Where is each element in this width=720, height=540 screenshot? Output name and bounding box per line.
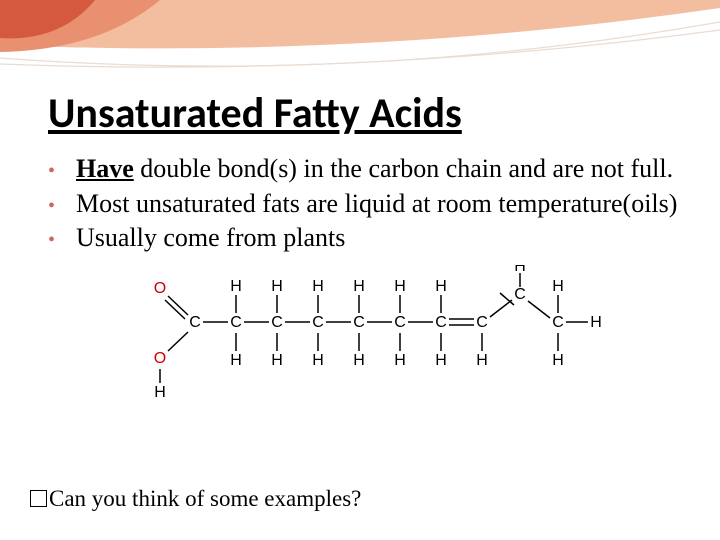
svg-text:H: H — [590, 314, 602, 331]
slide-title: Unsaturated Fatty Acids — [48, 88, 690, 139]
svg-text:H: H — [271, 278, 283, 295]
slide-content: Unsaturated Fatty Acids • Have double bo… — [48, 88, 690, 405]
svg-text:C: C — [230, 314, 242, 331]
band-1 — [0, 0, 720, 48]
svg-text:C: C — [353, 314, 365, 331]
bullet-item: • Have double bond(s) in the carbon chai… — [48, 153, 690, 186]
svg-text:H: H — [312, 278, 324, 295]
molecule-diagram: O C O H C H H C H H — [138, 265, 690, 405]
bullet-marker: • — [48, 188, 76, 221]
svg-text:H: H — [476, 352, 488, 369]
bullet-emph: Have — [76, 154, 134, 183]
svg-text:H: H — [514, 265, 526, 275]
checkbox-icon — [30, 490, 47, 507]
bullet-text: Have double bond(s) in the carbon chain … — [76, 153, 690, 186]
svg-text:H: H — [435, 352, 447, 369]
band-2 — [0, 0, 160, 52]
question-line: Can you think of some examples? — [30, 486, 361, 512]
sweep-line-2 — [0, 30, 720, 67]
svg-text:C: C — [394, 314, 406, 331]
svg-text:H: H — [230, 352, 242, 369]
bullet-text: Usually come from plants — [76, 222, 690, 255]
svg-text:H: H — [435, 278, 447, 295]
svg-text:H: H — [552, 278, 564, 295]
svg-text:H: H — [552, 352, 564, 369]
bullet-marker: • — [48, 222, 76, 255]
svg-text:H: H — [312, 352, 324, 369]
svg-text:O: O — [154, 350, 166, 367]
svg-text:C: C — [435, 314, 447, 331]
svg-text:H: H — [394, 278, 406, 295]
svg-text:H: H — [394, 352, 406, 369]
svg-text:H: H — [230, 278, 242, 295]
bullet-item: • Most unsaturated fats are liquid at ro… — [48, 188, 690, 221]
svg-text:C: C — [514, 286, 526, 303]
svg-text:O: O — [154, 280, 166, 297]
svg-text:C: C — [552, 314, 564, 331]
bullet-rest: double bond(s) in the carbon chain and a… — [134, 154, 673, 183]
bullet-text: Most unsaturated fats are liquid at room… — [76, 188, 690, 221]
svg-text:H: H — [271, 352, 283, 369]
band-3 — [0, 0, 95, 38]
svg-text:C: C — [476, 314, 488, 331]
bullet-rest: Usually come from plants — [76, 223, 345, 252]
bullet-list: • Have double bond(s) in the carbon chai… — [48, 153, 690, 255]
svg-text:C: C — [189, 314, 201, 331]
decorative-header — [0, 0, 720, 90]
svg-text:H: H — [154, 384, 166, 400]
svg-text:H: H — [353, 352, 365, 369]
sweep-line-1 — [0, 22, 720, 66]
bullet-item: • Usually come from plants — [48, 222, 690, 255]
svg-text:H: H — [353, 278, 365, 295]
bullet-marker: • — [48, 153, 76, 186]
svg-text:C: C — [312, 314, 324, 331]
bullet-rest: Most unsaturated fats are liquid at room… — [76, 189, 677, 218]
question-text: Can you think of some examples? — [49, 486, 361, 511]
svg-text:C: C — [271, 314, 283, 331]
